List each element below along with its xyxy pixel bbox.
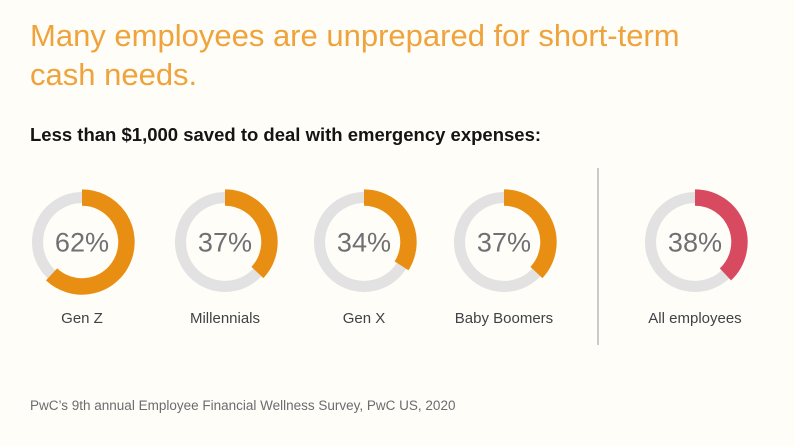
donut-value: 38% — [668, 227, 722, 257]
donut-cell-all-employees: 38% All employees — [625, 184, 765, 327]
donut-chart: 38% — [644, 189, 748, 293]
donut-label: All employees — [648, 310, 742, 327]
donut-label: Gen Z — [61, 310, 103, 327]
chart-subtitle: Less than $1,000 saved to deal with emer… — [30, 124, 542, 145]
donut-value-arc — [224, 189, 278, 279]
donut-label: Baby Boomers — [454, 310, 554, 327]
donut-chart: 34% — [313, 189, 417, 293]
page-title: Many employees are unprepared for short-… — [30, 18, 680, 93]
donut-value-arc — [45, 189, 135, 295]
donut-value: 37% — [198, 227, 252, 257]
donut-cell-millennials: 37% Millennials — [155, 184, 295, 327]
donut-cell-baby-boomers: 37% Baby Boomers — [434, 184, 574, 327]
donut-cell-gen-x: 34% Gen X — [294, 184, 434, 327]
source-caption: PwC’s 9th annual Employee Financial Well… — [30, 398, 456, 413]
donut-chart: 37% — [174, 189, 278, 293]
donut-label: Gen X — [342, 310, 386, 327]
donut-value-arc — [694, 189, 748, 281]
donut-value: 34% — [337, 227, 391, 257]
group-divider — [597, 168, 599, 345]
donut-chart: 62% — [31, 189, 135, 295]
donut-cell-gen-z: 62% Gen Z — [12, 184, 152, 327]
donut-value: 37% — [477, 227, 531, 257]
donut-value-arc — [503, 189, 557, 279]
donut-value: 62% — [55, 227, 109, 257]
donut-value-arc — [363, 189, 417, 271]
donut-label: Millennials — [189, 310, 261, 327]
donut-chart: 37% — [453, 189, 557, 293]
